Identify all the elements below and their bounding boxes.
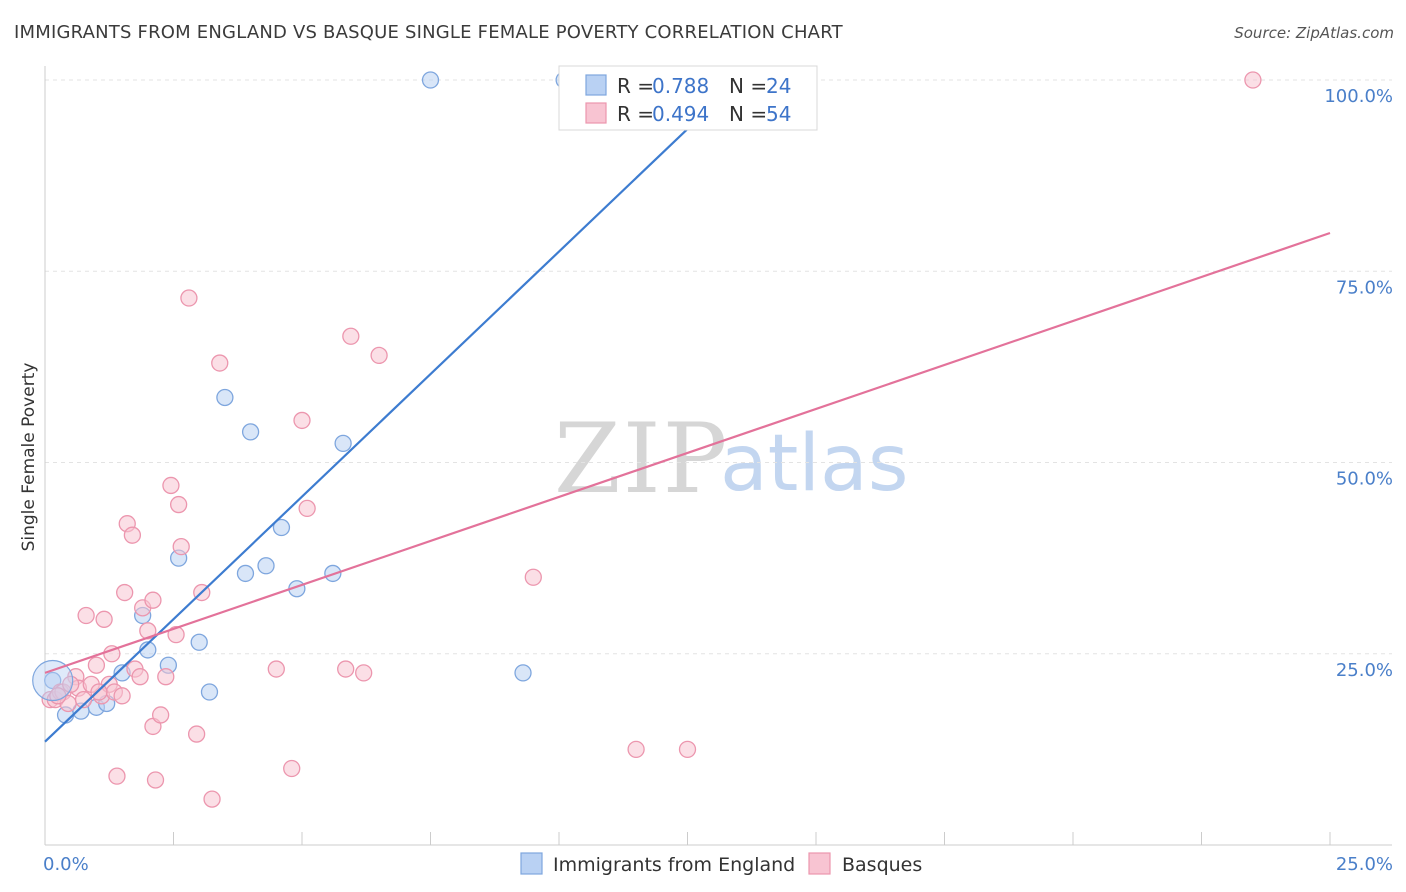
basque-point-17 xyxy=(113,687,131,705)
basque-point-10 xyxy=(87,656,106,674)
basque-point-16 xyxy=(108,767,126,785)
bottom-legend: Immigrants from England Basques xyxy=(520,852,922,876)
england-point-11 xyxy=(200,683,219,701)
legend-n-value-blue: 24 xyxy=(766,74,791,98)
basque-point-7 xyxy=(74,691,93,709)
tick-labels: 100.0% 75.0% 50.0% 25.0% 0.0% 25.0% xyxy=(43,86,1393,875)
england-point-15 xyxy=(257,557,275,575)
basque-point-37 xyxy=(203,790,221,808)
x-tick-label-0: 0.0% xyxy=(43,854,89,875)
legend-r-value-pink: 0.494 xyxy=(652,102,709,126)
legend-n-label-pink: N = xyxy=(729,102,767,126)
y-tick-label-3: 25.0% xyxy=(1336,660,1393,681)
bottom-legend-swatch-blue xyxy=(520,852,543,875)
y-tick-label-0: 100.0% xyxy=(1324,86,1393,107)
legend-swatch-pink xyxy=(585,102,607,124)
x-tick-label-1: 25.0% xyxy=(1336,854,1393,875)
basque-point-33 xyxy=(172,538,190,556)
y-tick-label-2: 50.0% xyxy=(1336,469,1393,490)
basque-point-31 xyxy=(167,625,185,644)
basque-point-22 xyxy=(131,668,149,686)
england-trend-line xyxy=(44,79,740,743)
basque-point-27 xyxy=(146,771,165,789)
chart-title: IMMIGRANTS FROM ENGLAND VS BASQUE SINGLE… xyxy=(14,22,843,43)
basque-point-43 xyxy=(337,660,355,678)
basque-point-35 xyxy=(187,725,206,743)
england-point-20 xyxy=(421,71,440,89)
basque-point-38 xyxy=(211,354,229,372)
legend: R = 0.788 N = 24 R = 0.494 N = 54 xyxy=(558,65,818,131)
watermark-atlas: atlas xyxy=(720,419,909,509)
basque-point-20 xyxy=(123,526,142,544)
bottom-legend-label-pink: Basques xyxy=(842,854,922,876)
basque-point-32 xyxy=(169,495,188,514)
basque-point-41 xyxy=(293,411,311,430)
basque-point-45 xyxy=(355,664,373,682)
england-point-10 xyxy=(190,633,208,651)
basque-point-51 xyxy=(62,675,80,693)
basque-point-18 xyxy=(116,583,134,602)
basque-point-30 xyxy=(162,476,180,495)
england-point-12 xyxy=(216,388,234,407)
england-point-13 xyxy=(236,564,255,583)
legend-swatch-blue xyxy=(585,74,607,96)
basque-point-28 xyxy=(151,706,170,724)
basque-point-39 xyxy=(267,660,285,678)
y-axis-label: Single Female Poverty xyxy=(19,363,39,552)
bottom-legend-swatch-pink xyxy=(808,852,831,875)
basque-point-25 xyxy=(144,591,162,609)
legend-r-value-blue: 0.788 xyxy=(652,74,709,98)
basque-point-29 xyxy=(157,668,175,686)
basque-point-40 xyxy=(283,759,301,778)
watermark-zip: ZIP xyxy=(554,403,729,515)
basque-point-48 xyxy=(627,740,645,759)
trend-lines xyxy=(44,79,1331,743)
basque-point-44 xyxy=(342,327,360,345)
basque-point-47 xyxy=(524,568,542,586)
basque-point-42 xyxy=(298,499,316,518)
legend-r-label-blue: R = xyxy=(617,74,654,98)
axes xyxy=(44,66,1392,846)
legend-n-label-blue: N = xyxy=(729,74,767,98)
legend-r-label-pink: R = xyxy=(617,102,654,126)
england-point-21 xyxy=(514,664,532,682)
england-point-19 xyxy=(334,434,352,453)
chart-source: Source: ZipAtlas.com xyxy=(1234,24,1394,42)
basque-trend-line xyxy=(44,231,1331,674)
basque-point-8 xyxy=(77,606,95,625)
bottom-legend-label-blue: Immigrants from England xyxy=(553,854,795,876)
legend-n-value-pink: 54 xyxy=(766,102,791,126)
england-point-large xyxy=(32,659,74,702)
basque-point-52 xyxy=(90,683,108,701)
england-point-14 xyxy=(241,423,260,441)
basque-point-34 xyxy=(180,289,198,307)
basque-point-50 xyxy=(1244,71,1262,89)
y-tick-label-1: 75.0% xyxy=(1336,277,1393,298)
basque-point-49 xyxy=(678,740,697,759)
england-point-16 xyxy=(272,518,291,537)
basque-point-46 xyxy=(370,346,388,365)
basque-point-12 xyxy=(95,610,113,628)
